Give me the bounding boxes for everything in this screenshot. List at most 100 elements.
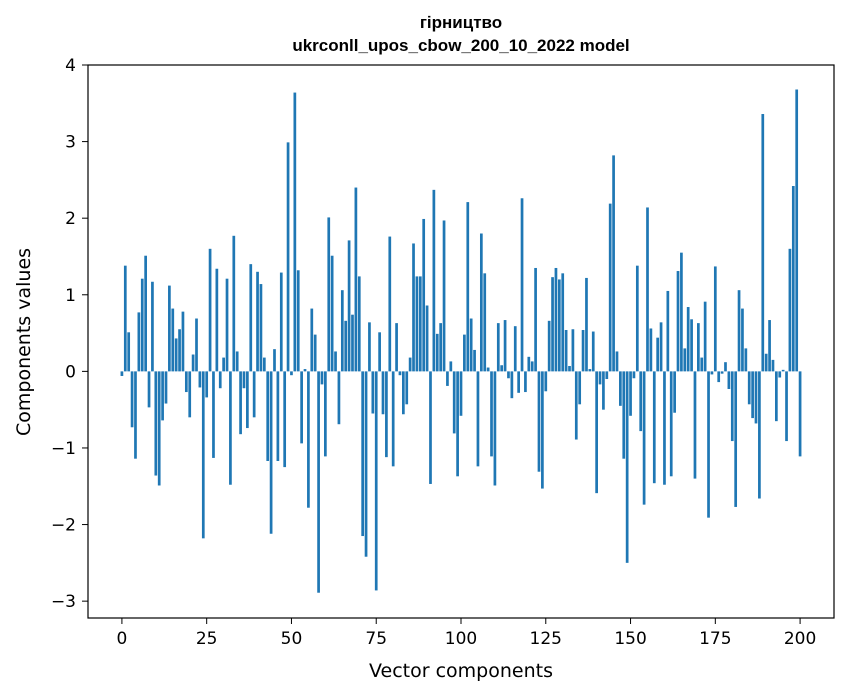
bar (364, 371, 368, 557)
bar (171, 308, 175, 372)
bar (571, 329, 575, 372)
bar (398, 371, 402, 376)
plot-frame (87, 64, 835, 619)
bar (795, 89, 799, 372)
bar (469, 318, 473, 372)
bar (781, 369, 785, 372)
bar (764, 353, 768, 372)
bar (608, 203, 612, 372)
bar (415, 276, 419, 372)
y-tick-label: 0 (65, 362, 76, 382)
bar (259, 284, 263, 372)
bar (632, 371, 636, 379)
bar (775, 371, 778, 422)
bar (205, 371, 209, 398)
bar (405, 371, 409, 405)
bar (334, 351, 337, 372)
bar (544, 371, 548, 392)
bar (184, 371, 188, 393)
bar (381, 371, 385, 415)
bar (151, 281, 154, 372)
bar (232, 235, 236, 372)
bar (591, 331, 595, 372)
bar (466, 202, 470, 372)
bar (659, 322, 663, 372)
bar (791, 186, 795, 372)
bar (154, 371, 158, 476)
bar (490, 371, 493, 457)
bar (619, 371, 622, 406)
bar (269, 371, 273, 534)
bar (690, 319, 693, 372)
bar (293, 92, 297, 372)
bar (642, 371, 646, 505)
bar (568, 366, 571, 372)
bar (635, 265, 639, 372)
bar (324, 371, 327, 457)
bar (510, 371, 514, 399)
bar (354, 187, 358, 372)
bar (500, 365, 504, 372)
y-axis-label: Components values (13, 248, 35, 436)
bar (669, 371, 673, 477)
bar (242, 371, 246, 389)
bar (751, 371, 754, 419)
bar (602, 371, 605, 410)
bar (195, 318, 198, 372)
bar (761, 114, 765, 372)
bar (212, 371, 215, 458)
bar (734, 371, 738, 507)
bar (235, 351, 239, 372)
bar (208, 248, 212, 372)
bar (693, 371, 697, 479)
bar (493, 371, 497, 486)
bar (191, 354, 195, 372)
x-tick-label: 125 (530, 629, 562, 649)
bar (754, 371, 758, 424)
bar (140, 278, 144, 372)
bar (561, 273, 565, 372)
bar (649, 328, 653, 372)
bar (479, 233, 483, 372)
bar (680, 252, 683, 372)
bar (218, 371, 222, 389)
bar (229, 371, 232, 485)
bar (547, 320, 551, 372)
bar (720, 371, 724, 374)
y-tick-label: −2 (51, 516, 76, 536)
x-axis-label: Vector components (369, 660, 553, 682)
bar (686, 307, 690, 372)
bar (524, 371, 527, 393)
bar (574, 371, 578, 440)
bar (435, 333, 439, 372)
bar (581, 330, 585, 372)
x-tick-label: 0 (116, 629, 127, 649)
bar (215, 268, 219, 372)
bar (303, 369, 307, 372)
bar (174, 338, 178, 372)
bar (225, 278, 229, 372)
bar (724, 362, 727, 372)
bar (286, 142, 290, 372)
bar (605, 371, 609, 380)
bar (181, 311, 185, 372)
bar (666, 290, 670, 372)
bar (120, 371, 124, 376)
bar (422, 218, 426, 372)
bar (296, 270, 300, 372)
bar (283, 371, 287, 468)
bar (374, 371, 378, 591)
bar (300, 371, 303, 444)
bar (425, 305, 429, 372)
bar (137, 312, 141, 372)
bar (503, 320, 507, 372)
bar (656, 337, 660, 372)
bar (541, 371, 544, 489)
bar (785, 371, 788, 442)
bar (395, 323, 398, 372)
bar (391, 371, 395, 467)
bar (439, 323, 443, 372)
bar (402, 371, 405, 415)
bar (595, 371, 598, 494)
